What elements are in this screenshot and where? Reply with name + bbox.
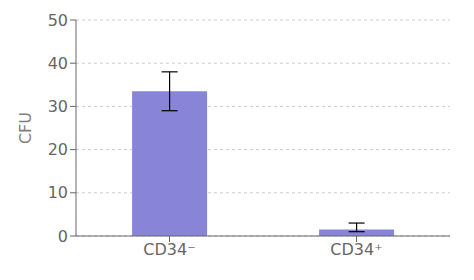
svg-text:50: 50 xyxy=(48,11,68,30)
svg-text:20: 20 xyxy=(48,140,68,159)
svg-text:10: 10 xyxy=(48,183,68,202)
svg-text:40: 40 xyxy=(48,54,68,73)
svg-text:0: 0 xyxy=(58,227,68,246)
svg-text:CD34⁻: CD34⁻ xyxy=(143,240,195,259)
svg-text:CFU: CFU xyxy=(16,112,35,144)
svg-text:CD34⁺: CD34⁺ xyxy=(330,240,382,259)
svg-text:30: 30 xyxy=(48,97,68,116)
